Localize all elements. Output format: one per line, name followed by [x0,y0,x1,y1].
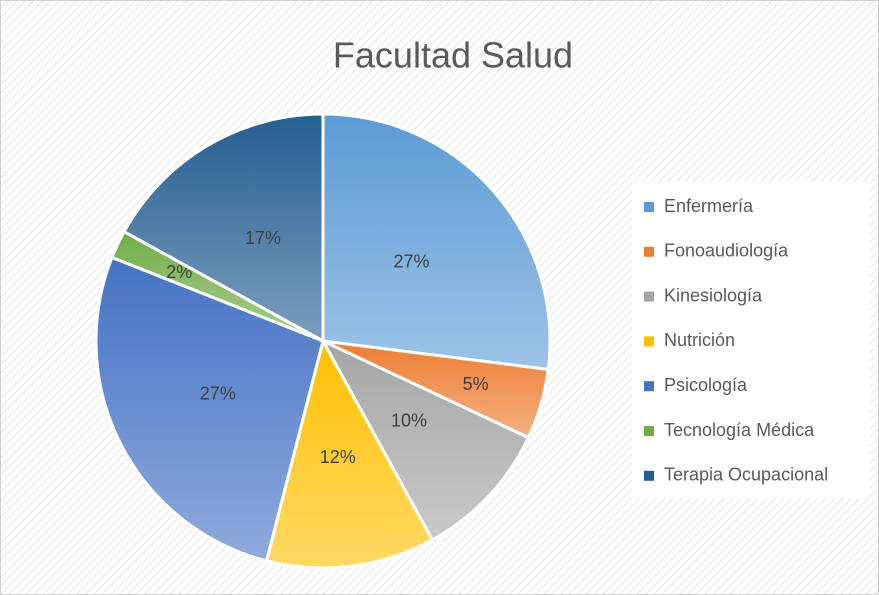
pie-slice [94,255,325,563]
legend-label: Kinesiología [664,285,763,305]
data-label: 5% [463,374,489,394]
data-label: 27% [394,252,430,272]
legend-label: Nutrición [664,330,735,350]
legend-swatch [644,291,654,302]
pie-slice [321,112,552,372]
legend-swatch [644,381,654,392]
legend-swatch [644,470,654,481]
legend-label: Fonoaudiología [664,241,789,261]
legend-swatch [644,202,654,212]
data-label: 10% [391,411,427,431]
legend-swatch [644,336,654,347]
pie-slice [122,112,325,344]
legend-label: Tecnología Médica [664,420,815,440]
legend-box [632,182,870,498]
pie-slice [264,336,435,570]
legend-label: Psicología [664,375,748,395]
legend-swatch [644,246,654,257]
data-label: 27% [200,383,236,403]
legend-label: Terapia Ocupacional [664,465,828,485]
pie-slice [319,337,531,542]
data-label: 17% [245,228,281,248]
legend-label: Enfermería [664,196,754,216]
chart-title: Facultad Salud [333,35,573,76]
legend-swatch [644,426,654,436]
data-label: 12% [320,447,356,467]
